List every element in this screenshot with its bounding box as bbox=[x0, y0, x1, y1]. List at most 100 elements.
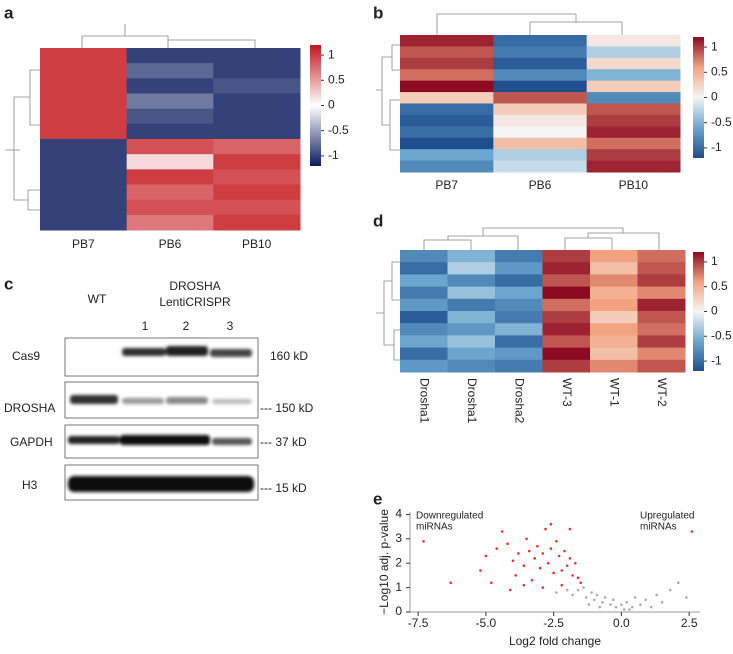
heatmap-cell bbox=[400, 311, 448, 324]
heatmap-cell bbox=[213, 184, 301, 201]
colorbar bbox=[693, 37, 704, 158]
heatmap-cell bbox=[213, 48, 301, 64]
band bbox=[166, 346, 208, 356]
data-point bbox=[592, 598, 596, 602]
heatmap-cell bbox=[126, 48, 214, 64]
heatmap-cell bbox=[213, 154, 301, 170]
heatmap-cell bbox=[493, 57, 588, 70]
heatmap-cell bbox=[495, 250, 543, 263]
heatmap-cell bbox=[637, 274, 686, 288]
heatmap-cell bbox=[447, 323, 496, 336]
heatmap-cell bbox=[586, 160, 681, 173]
data-point bbox=[582, 586, 585, 589]
heatmap-cell bbox=[586, 46, 681, 59]
annotation: Upregulated bbox=[640, 511, 694, 522]
heatmap-cell bbox=[126, 108, 214, 125]
y-tick-label: 3 bbox=[395, 531, 402, 545]
column-label: PB7 bbox=[72, 237, 95, 251]
data-point bbox=[568, 557, 572, 560]
column-label: WT-1 bbox=[608, 378, 622, 407]
heatmap-cell bbox=[126, 199, 214, 216]
lane-label: 1 bbox=[142, 319, 149, 333]
heatmap-cell bbox=[637, 250, 686, 263]
heatmap: PB7 PB6 PB10 1 0.5 0 -0.5 -1 bbox=[40, 45, 349, 251]
heatmap-cell bbox=[542, 311, 591, 324]
data-point bbox=[595, 593, 599, 597]
heatmap-cell bbox=[400, 347, 448, 361]
data-point bbox=[555, 591, 558, 594]
band bbox=[70, 395, 118, 404]
heatmap-cell bbox=[495, 262, 543, 275]
data-point bbox=[565, 564, 569, 567]
heatmap-cell bbox=[40, 154, 128, 170]
heatmap-cell bbox=[447, 347, 496, 361]
data-point bbox=[576, 588, 580, 592]
heatmap-cell bbox=[542, 323, 591, 336]
data-point bbox=[571, 593, 574, 597]
data-point bbox=[541, 552, 545, 555]
data-point bbox=[527, 549, 531, 553]
heatmap-cell bbox=[493, 149, 588, 162]
heatmap-cell bbox=[495, 286, 543, 300]
colorbar-tick-label: -1 bbox=[711, 353, 722, 367]
heatmap-cell bbox=[637, 335, 686, 349]
heatmap-cell bbox=[590, 347, 638, 361]
group-label: DROSHA bbox=[169, 279, 220, 293]
annotation: miRNAs bbox=[416, 522, 453, 533]
heatmap-cell bbox=[493, 80, 588, 93]
heatmap-cell bbox=[400, 250, 448, 263]
data-point bbox=[571, 574, 574, 577]
heatmap-cell bbox=[400, 262, 448, 275]
data-point bbox=[544, 527, 547, 531]
heatmap-cell bbox=[495, 323, 543, 336]
band bbox=[212, 399, 252, 404]
heatmap-cell bbox=[400, 286, 448, 300]
heatmap-cell bbox=[586, 80, 681, 93]
data-point bbox=[449, 581, 452, 585]
heatmap-cell bbox=[542, 274, 591, 288]
lane-label: WT bbox=[88, 292, 107, 306]
data-point bbox=[590, 591, 593, 594]
column-label: WT-3 bbox=[560, 378, 574, 407]
column-label: PB10 bbox=[242, 237, 272, 251]
heatmap-cell bbox=[493, 137, 588, 150]
colorbar-tick-label: 0 bbox=[711, 304, 718, 318]
colorbar-tick-label: 0 bbox=[328, 98, 335, 112]
volcano-plot: -7.5 -5.0 -2.5 0.0 2.5 0 1 2 3 4 Log2 fold change −… bbox=[377, 507, 700, 648]
heatmap-cell bbox=[493, 46, 588, 59]
data-point bbox=[620, 603, 623, 606]
data-point bbox=[633, 596, 637, 599]
heatmap-cell bbox=[590, 335, 638, 349]
lane-label: 3 bbox=[227, 319, 234, 333]
data-point bbox=[479, 569, 482, 572]
heatmap-cell bbox=[447, 359, 496, 373]
heatmap-cell bbox=[400, 57, 494, 70]
heatmap-cell bbox=[542, 298, 591, 312]
column-label: WT-2 bbox=[655, 378, 669, 407]
data-point bbox=[500, 530, 504, 533]
heatmap: Drosha1 Drosha1 Drosha2 WT-3 WT-1 WT-2 1 0.5 0 -0… bbox=[400, 250, 732, 424]
heatmap-cell bbox=[542, 359, 591, 373]
heatmap-cell bbox=[213, 199, 301, 216]
heatmap-cell bbox=[400, 69, 494, 82]
panel-letter: d bbox=[373, 211, 383, 230]
row-label: GAPDH bbox=[10, 435, 53, 449]
band bbox=[210, 349, 252, 357]
data-point bbox=[603, 596, 607, 599]
colorbar-tick-label: 1 bbox=[711, 39, 718, 53]
heatmap-cell bbox=[126, 154, 214, 170]
heatmap-cell bbox=[447, 311, 496, 324]
data-point bbox=[649, 605, 653, 609]
heatmap-cell bbox=[40, 108, 128, 125]
heatmap-cell bbox=[447, 274, 496, 288]
data-point bbox=[639, 603, 642, 606]
heatmap-cell bbox=[586, 57, 681, 70]
column-label: PB10 bbox=[619, 178, 649, 192]
band bbox=[68, 476, 254, 492]
colorbar bbox=[310, 45, 321, 166]
heatmap-cell bbox=[400, 274, 448, 288]
heatmap-cell bbox=[590, 274, 638, 288]
heatmap-cell bbox=[400, 298, 448, 312]
heatmap-cell bbox=[126, 78, 214, 94]
heatmap-cell bbox=[590, 250, 638, 263]
